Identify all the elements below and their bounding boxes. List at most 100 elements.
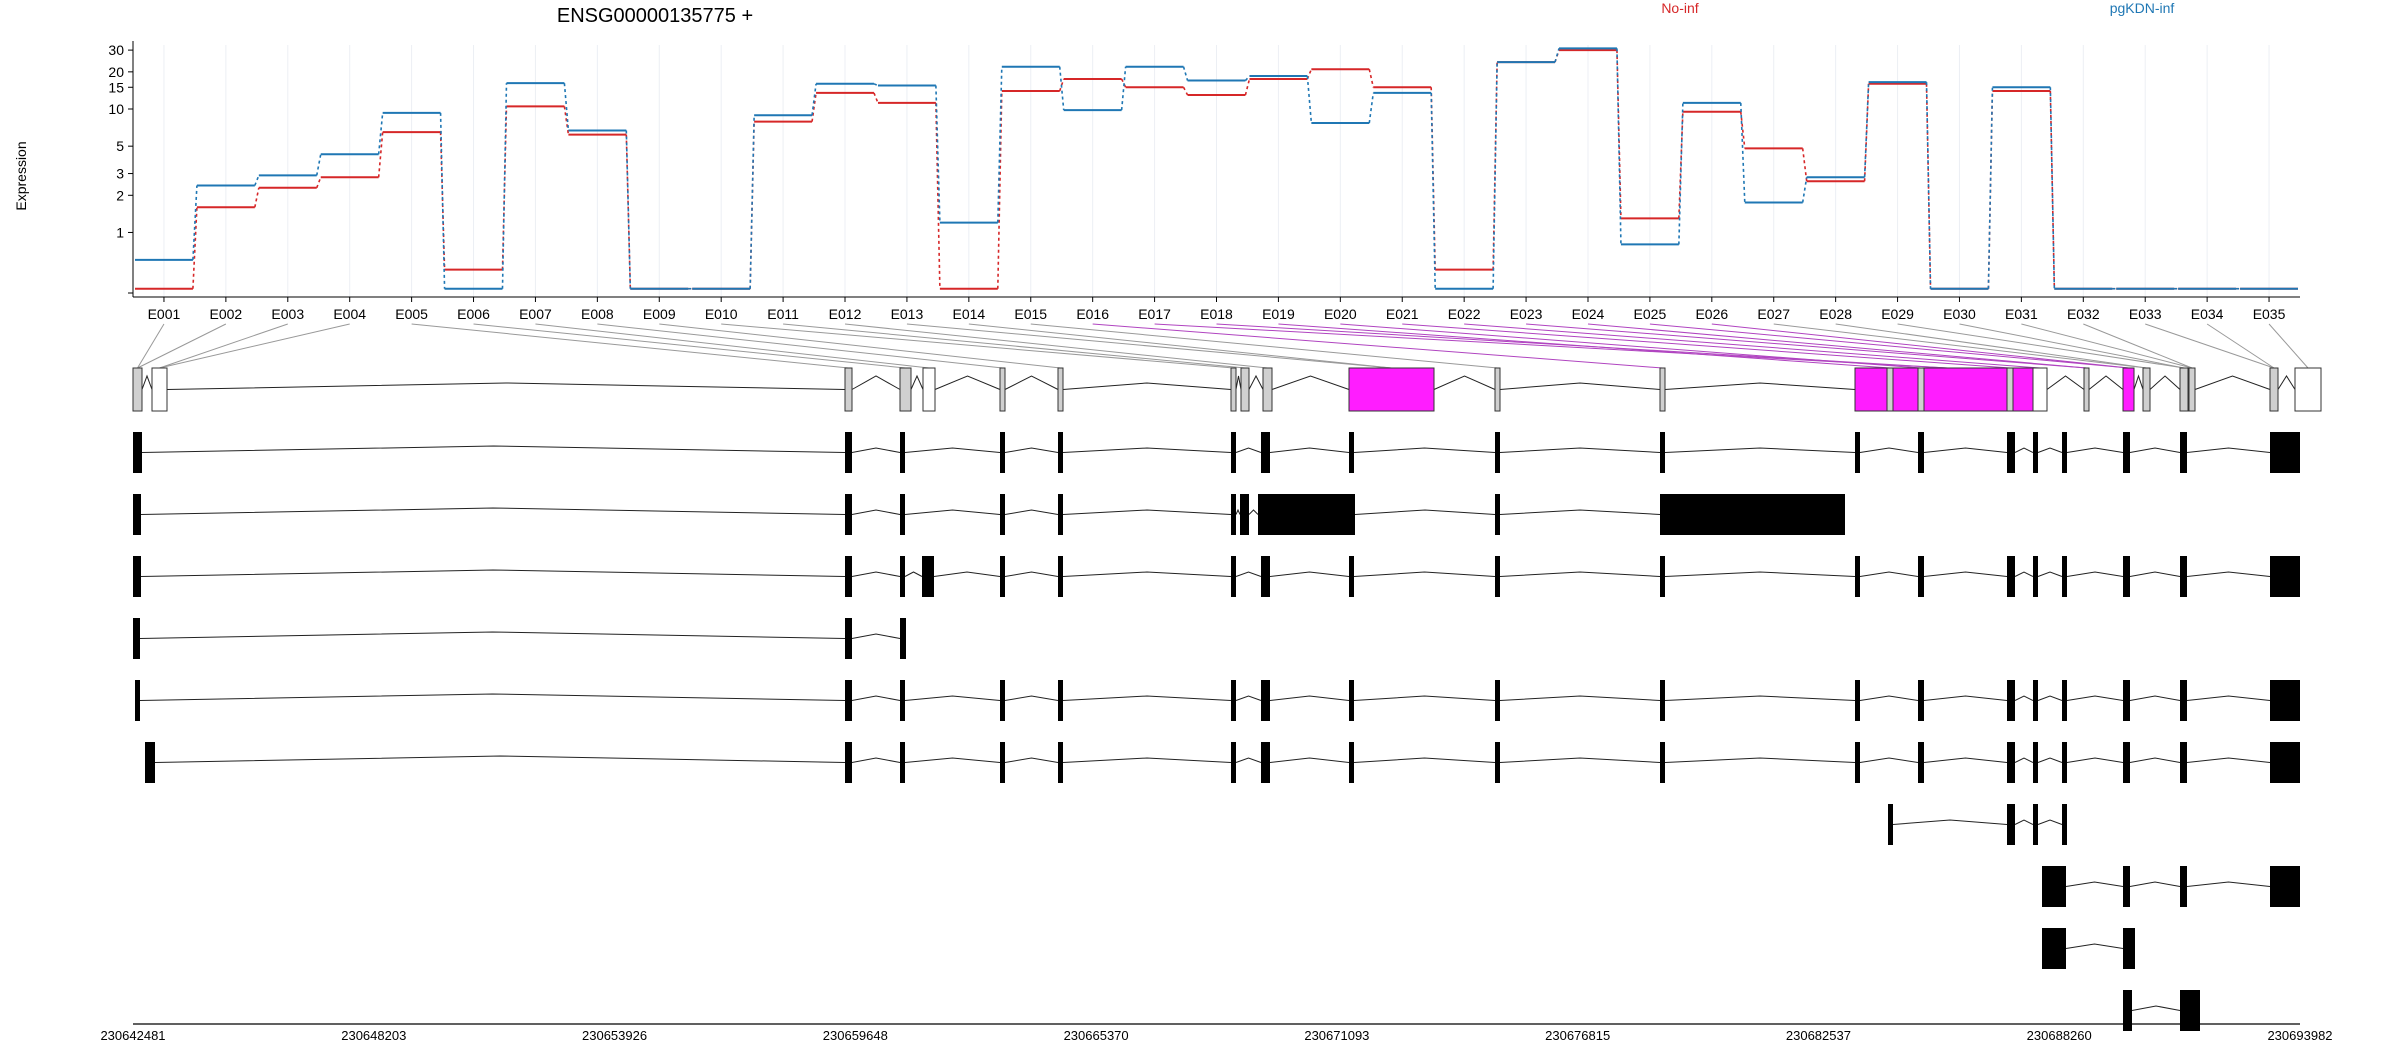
intron-line: [904, 509, 1001, 515]
intron-line: [1433, 375, 1496, 390]
exon-block: [1231, 494, 1236, 535]
exon-connector: [159, 323, 288, 369]
intron-line: [139, 631, 846, 639]
exon-block: [1660, 494, 1845, 535]
y-axis-label: Expression: [13, 141, 29, 210]
x-tick-label: E028: [1819, 306, 1852, 322]
exon-block: [1494, 367, 1501, 412]
exon-block: [151, 367, 168, 412]
exon-block: [1231, 556, 1236, 597]
series-connector: [1739, 102, 1746, 203]
exon-block: [1886, 367, 1894, 412]
exon-block: [2042, 866, 2066, 907]
exon-block: [1855, 432, 1860, 473]
series-connector: [625, 134, 632, 289]
intron-line: [1248, 509, 1259, 515]
exon-connector: [2145, 323, 2275, 369]
coordinate-tick-label: 230648203: [341, 1028, 406, 1043]
intron-line: [1354, 509, 1496, 515]
exon-block: [2007, 432, 2015, 473]
intron-line: [851, 695, 901, 701]
exon-block: [922, 367, 936, 412]
x-tick-label: E007: [519, 306, 552, 322]
exon-block: [1495, 556, 1500, 597]
x-tick-label: E002: [210, 306, 243, 322]
intron-line: [1859, 757, 1919, 763]
exon-block: [2062, 556, 2067, 597]
intron-line: [2129, 571, 2181, 577]
intron-line: [1353, 695, 1496, 701]
intron-line: [1923, 571, 2008, 577]
exon-block: [1660, 432, 1665, 473]
exon-block: [135, 680, 140, 721]
exon-block: [1917, 367, 1925, 412]
exon-block: [2270, 866, 2300, 907]
x-tick-label: E019: [1262, 306, 1295, 322]
exon-block: [1660, 742, 1665, 783]
transcript: [2042, 928, 2135, 969]
exon-block: [2123, 432, 2130, 473]
coordinate-tick-label: 230676815: [1545, 1028, 1610, 1043]
intron-line: [1062, 447, 1232, 453]
exon-connector: [2268, 323, 2309, 369]
exon-block: [845, 618, 852, 659]
intron-line: [2046, 375, 2085, 390]
intron-line: [2277, 375, 2296, 390]
intron-line: [1664, 382, 1856, 390]
chart-title: ENSG00000135775 +: [557, 5, 753, 27]
y-tick-label: 30: [108, 42, 124, 58]
intron-line: [1004, 447, 1059, 453]
exon-block: [922, 556, 934, 597]
exon-connector: [906, 323, 1392, 369]
intron-line: [904, 571, 923, 577]
intron-line: [2037, 695, 2063, 701]
series-connector: [873, 92, 879, 104]
exon-block: [1058, 742, 1063, 783]
exon-block: [900, 618, 906, 659]
series-connector: [439, 112, 446, 289]
intron-line: [1235, 447, 1262, 453]
intron-line: [1859, 447, 1919, 453]
exon-block: [900, 556, 905, 597]
series-connector: [254, 187, 260, 208]
exon-block: [2270, 556, 2300, 597]
intron-line: [851, 757, 901, 763]
exon-block: [2270, 742, 2300, 783]
intron-line: [1499, 509, 1661, 515]
exon-block: [899, 367, 912, 412]
series-connector: [935, 85, 941, 223]
genomic-coordinate-axis: 230642481 230648203 230653926 230659648 2306…: [100, 1023, 2333, 1043]
coordinate-tick-label: 230659648: [823, 1028, 888, 1043]
transcript: [133, 494, 1845, 535]
y-tick-label: 5: [116, 138, 124, 154]
intron-line: [1235, 375, 1242, 390]
exon-connector: [1030, 323, 1498, 369]
exon-block: [1261, 432, 1270, 473]
x-tick-label: E035: [2253, 306, 2286, 322]
exon-block: [2033, 556, 2038, 597]
x-tick-label: E021: [1386, 306, 1419, 322]
intron-line: [2194, 375, 2271, 390]
intron-line: [1353, 447, 1496, 453]
intron-line: [1235, 508, 1241, 515]
x-tick-label: E006: [457, 306, 490, 322]
intron-line: [1062, 695, 1232, 701]
exon-block: [845, 680, 852, 721]
exon-connector: [1587, 323, 2087, 369]
series-pgKDN-inf: [135, 47, 2298, 290]
y-tick-label: 1: [116, 224, 124, 240]
exon-block: [1231, 742, 1236, 783]
transcript-tracks: [133, 432, 2300, 1031]
intron-line: [2014, 695, 2034, 701]
series-connector: [1182, 86, 1189, 96]
transcript: [133, 432, 2300, 473]
series-connector: [1306, 75, 1313, 124]
exon-block: [2007, 556, 2015, 597]
exon-block: [2180, 990, 2200, 1031]
x-tick-label: E029: [1881, 306, 1914, 322]
exon-block: [2007, 804, 2015, 845]
transcript: [2123, 990, 2200, 1031]
intron-line: [1235, 695, 1262, 701]
exon-block: [1349, 742, 1354, 783]
